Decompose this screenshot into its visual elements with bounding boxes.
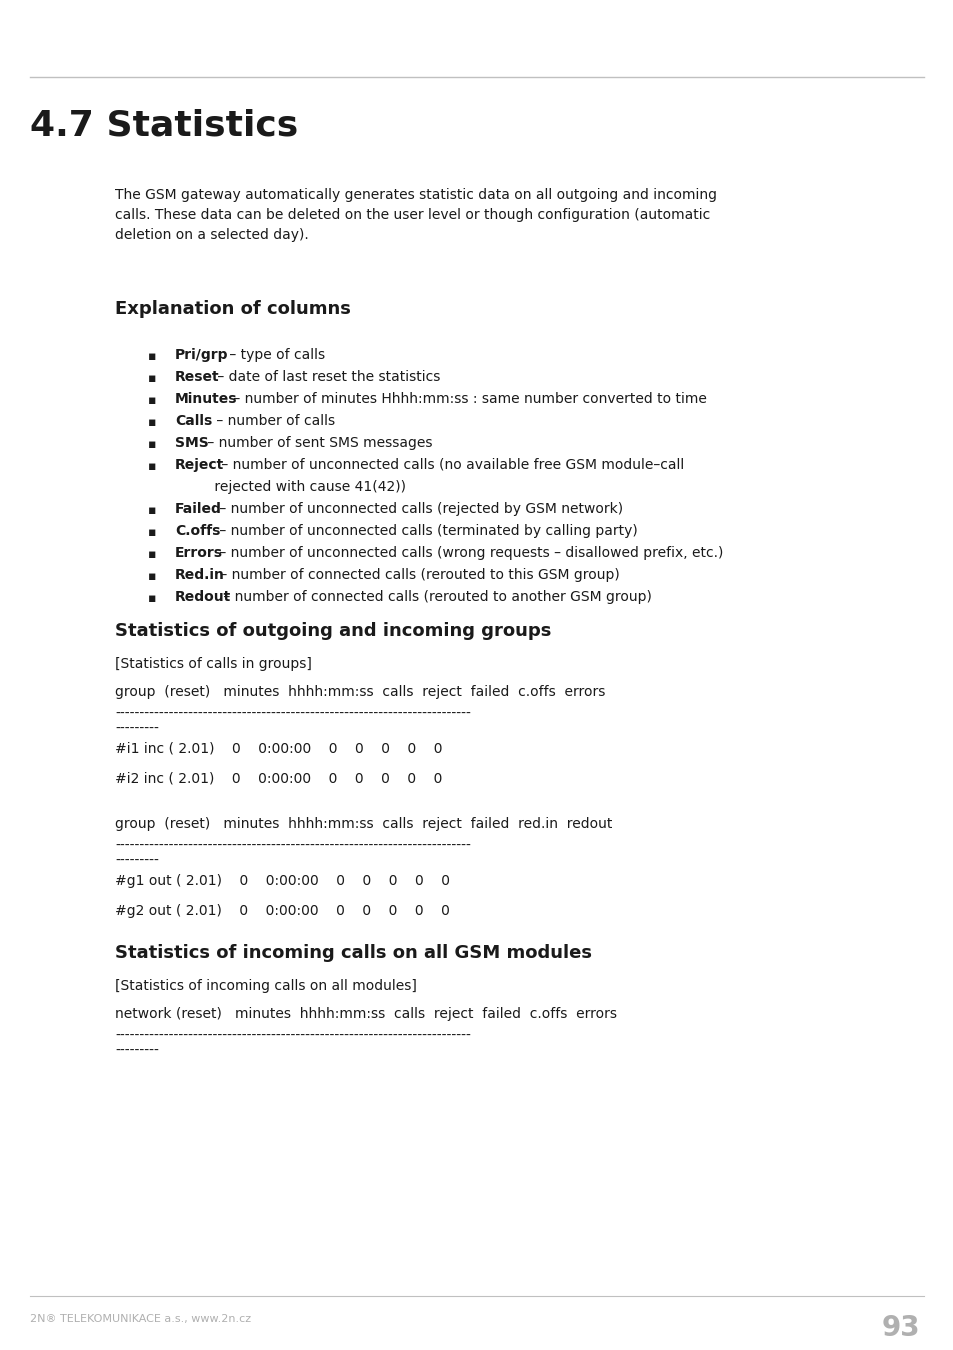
Text: – number of unconnected calls (rejected by GSM network): – number of unconnected calls (rejected …: [214, 502, 622, 516]
Text: – number of minutes Hhhh:mm:ss : same number converted to time: – number of minutes Hhhh:mm:ss : same nu…: [229, 392, 706, 406]
Text: Reject: Reject: [174, 458, 224, 472]
Text: Minutes: Minutes: [174, 392, 237, 406]
Text: ▪: ▪: [148, 526, 156, 539]
Text: – number of unconnected calls (terminated by calling party): – number of unconnected calls (terminate…: [214, 524, 638, 539]
Text: 93: 93: [881, 1314, 919, 1342]
Text: group  (reset)   minutes  hhhh:mm:ss  calls  reject  failed  c.offs  errors: group (reset) minutes hhhh:mm:ss calls r…: [115, 684, 605, 699]
Text: ▪: ▪: [148, 350, 156, 363]
Text: Statistics of incoming calls on all GSM modules: Statistics of incoming calls on all GSM …: [115, 944, 592, 963]
Text: Explanation of columns: Explanation of columns: [115, 300, 351, 319]
Text: – number of unconnected calls (wrong requests – disallowed prefix, etc.): – number of unconnected calls (wrong req…: [214, 545, 722, 560]
Text: #g2 out ( 2.01)    0    0:00:00    0    0    0    0    0: #g2 out ( 2.01) 0 0:00:00 0 0 0 0 0: [115, 904, 450, 918]
Text: The GSM gateway automatically generates statistic data on all outgoing and incom: The GSM gateway automatically generates …: [115, 188, 717, 202]
Text: ▪: ▪: [148, 416, 156, 429]
Text: – number of calls: – number of calls: [212, 414, 335, 428]
Text: Reset: Reset: [174, 370, 219, 383]
Text: rejected with cause 41(42)): rejected with cause 41(42)): [174, 481, 406, 494]
Text: ▪: ▪: [148, 460, 156, 472]
Text: – number of sent SMS messages: – number of sent SMS messages: [203, 436, 432, 450]
Text: Pri/grp: Pri/grp: [174, 348, 229, 362]
Text: -------------------------------------------------------------------------: ----------------------------------------…: [115, 707, 471, 721]
Text: – number of unconnected calls (no available free GSM module–call: – number of unconnected calls (no availa…: [216, 458, 683, 472]
Text: ---------: ---------: [115, 1044, 159, 1058]
Text: ▪: ▪: [148, 394, 156, 406]
Text: ---------: ---------: [115, 722, 159, 736]
Text: -------------------------------------------------------------------------: ----------------------------------------…: [115, 1029, 471, 1044]
Text: [Statistics of incoming calls on all modules]: [Statistics of incoming calls on all mod…: [115, 979, 416, 994]
Text: network (reset)   minutes  hhhh:mm:ss  calls  reject  failed  c.offs  errors: network (reset) minutes hhhh:mm:ss calls…: [115, 1007, 617, 1021]
Text: Redout: Redout: [174, 590, 231, 603]
Text: -------------------------------------------------------------------------: ----------------------------------------…: [115, 838, 471, 853]
Text: #i2 inc ( 2.01)    0    0:00:00    0    0    0    0    0: #i2 inc ( 2.01) 0 0:00:00 0 0 0 0 0: [115, 772, 442, 786]
Text: calls. These data can be deleted on the user level or though configuration (auto: calls. These data can be deleted on the …: [115, 208, 709, 221]
Text: ▪: ▪: [148, 570, 156, 583]
Text: – number of connected calls (rerouted to another GSM group): – number of connected calls (rerouted to…: [219, 590, 651, 603]
Text: – type of calls: – type of calls: [225, 348, 325, 362]
Text: ▪: ▪: [148, 593, 156, 605]
Text: [Statistics of calls in groups]: [Statistics of calls in groups]: [115, 657, 312, 671]
Text: Statistics of outgoing and incoming groups: Statistics of outgoing and incoming grou…: [115, 622, 551, 640]
Text: #g1 out ( 2.01)    0    0:00:00    0    0    0    0    0: #g1 out ( 2.01) 0 0:00:00 0 0 0 0 0: [115, 873, 450, 888]
Text: 2N: 2N: [820, 28, 862, 55]
Text: ▪: ▪: [148, 548, 156, 562]
Text: Calls: Calls: [174, 414, 212, 428]
Text: ---------: ---------: [115, 855, 159, 868]
Text: C.offs: C.offs: [174, 524, 220, 539]
Text: #i1 inc ( 2.01)    0    0:00:00    0    0    0    0    0: #i1 inc ( 2.01) 0 0:00:00 0 0 0 0 0: [115, 743, 442, 756]
Text: Errors: Errors: [174, 545, 223, 560]
Text: ▪: ▪: [148, 437, 156, 451]
Text: deletion on a selected day).: deletion on a selected day).: [115, 228, 309, 242]
Text: group  (reset)   minutes  hhhh:mm:ss  calls  reject  failed  red.in  redout: group (reset) minutes hhhh:mm:ss calls r…: [115, 817, 612, 832]
Text: ▪: ▪: [148, 504, 156, 517]
Text: 4.7 Statistics: 4.7 Statistics: [30, 108, 298, 142]
Text: – date of last reset the statistics: – date of last reset the statistics: [213, 370, 440, 383]
Text: – number of connected calls (rerouted to this GSM group): – number of connected calls (rerouted to…: [215, 568, 619, 582]
Text: Failed: Failed: [174, 502, 222, 516]
Text: SMS: SMS: [174, 436, 209, 450]
Text: ▪: ▪: [148, 373, 156, 385]
Text: 2N® TELEKOMUNIKACE a.s., www.2n.cz: 2N® TELEKOMUNIKACE a.s., www.2n.cz: [30, 1314, 251, 1324]
Text: Red.in: Red.in: [174, 568, 225, 582]
